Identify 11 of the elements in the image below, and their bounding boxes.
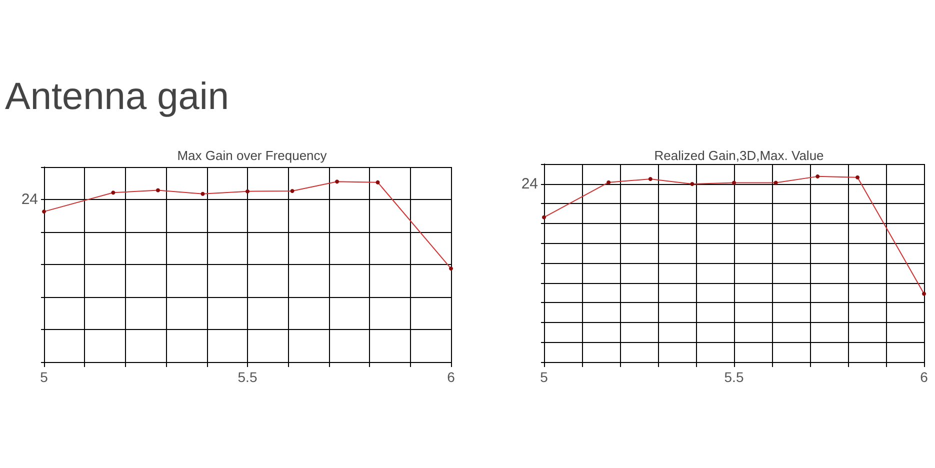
x-tick-label: 6 xyxy=(447,369,456,385)
text: 24 xyxy=(21,191,38,208)
x-tick-label: 5.5 xyxy=(724,369,744,385)
text: 24 xyxy=(521,175,538,192)
text: Antenna gain xyxy=(5,76,229,118)
chart-title: Realized Gain,3D,Max. Value xyxy=(654,148,824,163)
x-tick-label: 5 xyxy=(540,369,548,385)
chart-title: Max Gain over Frequency xyxy=(177,148,328,163)
x-tick-label: 6 xyxy=(920,369,928,385)
x-tick-label: 5 xyxy=(40,369,48,385)
x-tick-label: 5.5 xyxy=(238,369,258,385)
